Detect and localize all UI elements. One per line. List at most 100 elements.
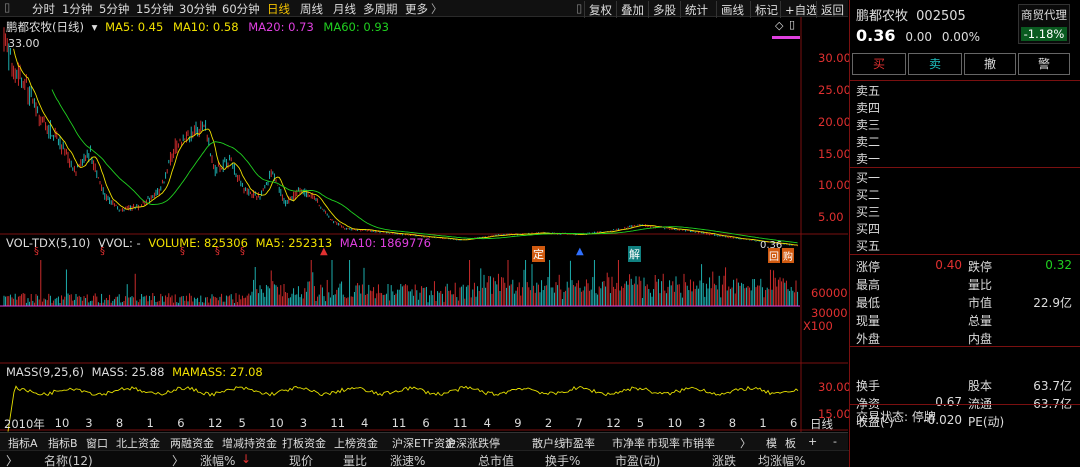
- period-tab[interactable]: 60分钟: [222, 2, 260, 16]
- stat-label: 最低: [856, 296, 881, 310]
- fuquan-button[interactable]: 复权: [584, 1, 616, 18]
- add-favorite-button[interactable]: +自选: [780, 1, 822, 18]
- indicator-tab[interactable]: 市盈率: [562, 437, 595, 450]
- col-change[interactable]: 涨跌: [712, 454, 737, 467]
- ask3[interactable]: 卖三: [856, 118, 881, 132]
- col-mcap[interactable]: 总市值: [478, 454, 515, 467]
- mass-y-tick: 30.00: [818, 380, 851, 394]
- col-avgpct[interactable]: 均涨幅%: [758, 454, 806, 467]
- indicator-tab[interactable]: 市现率: [647, 437, 680, 450]
- divider: [850, 167, 1080, 168]
- toolbar-grip-icon[interactable]: ▯: [4, 0, 11, 14]
- x-tick: 2010年: [4, 417, 45, 431]
- dropdown-icon[interactable]: ▾: [91, 20, 98, 34]
- alert-button[interactable]: 警: [1018, 53, 1070, 75]
- period-tab[interactable]: 5分钟: [99, 2, 130, 16]
- draw-line-button[interactable]: 画线: [716, 1, 748, 18]
- event-marker[interactable]: §: [215, 246, 220, 257]
- period-tab[interactable]: 月线: [333, 2, 356, 16]
- sector-change: -1.18%: [1021, 27, 1067, 41]
- indicator-tab[interactable]: 指标A: [8, 437, 38, 450]
- col-turnover[interactable]: 换手%: [545, 454, 581, 467]
- event-marker[interactable]: §: [180, 246, 185, 257]
- col-price[interactable]: 现价: [289, 454, 314, 467]
- sector-box[interactable]: 商贸代理 -1.18%: [1018, 4, 1070, 44]
- indicator-tab[interactable]: 板: [785, 437, 796, 450]
- dropdown-arrow-icon[interactable]: 〉: [431, 2, 443, 16]
- indicator-tab[interactable]: 窗口: [86, 437, 108, 450]
- indicator-tab[interactable]: 沪深ETF资金: [392, 437, 456, 450]
- sell-button[interactable]: 卖: [908, 53, 962, 75]
- col-pe[interactable]: 市盈(动): [615, 454, 661, 467]
- event-marker-up-icon[interactable]: ▲: [576, 246, 584, 257]
- indicator-tab[interactable]: 两融资金: [170, 437, 214, 450]
- stat-label: PE(动): [968, 415, 1005, 429]
- col-speed[interactable]: 涨速%: [390, 454, 426, 467]
- kline-canvas[interactable]: [0, 17, 848, 432]
- bid5[interactable]: 买五: [856, 239, 881, 253]
- col-arrow-icon[interactable]: 〉: [172, 454, 185, 467]
- period-tab[interactable]: 15分钟: [136, 2, 174, 16]
- bid1[interactable]: 买一: [856, 171, 881, 185]
- indicator-tab[interactable]: 散户线: [532, 437, 565, 450]
- indicator-tab[interactable]: 打板资金: [282, 437, 326, 450]
- indicator-tab[interactable]: 模: [766, 437, 777, 450]
- event-marker-gou[interactable]: 购: [782, 248, 794, 263]
- col-volratio[interactable]: 量比: [343, 454, 368, 467]
- indicator-tab[interactable]: +: [808, 435, 818, 448]
- period-tab[interactable]: 30分钟: [179, 2, 217, 16]
- mark-button[interactable]: 标记: [750, 1, 782, 18]
- cancel-order-button[interactable]: 撤: [964, 53, 1016, 75]
- period-tab-active[interactable]: 日线: [267, 2, 290, 16]
- ask5[interactable]: 卖五: [856, 84, 881, 98]
- col-pct[interactable]: 涨幅%: [200, 454, 236, 467]
- col-arrow-icon[interactable]: 〉: [6, 454, 19, 467]
- price-row: 0.36 0.00 0.00%: [856, 26, 980, 45]
- event-marker-jie[interactable]: 解: [628, 246, 641, 262]
- indicator-tab[interactable]: 沪深涨跌停: [445, 437, 500, 450]
- period-tab[interactable]: 1分钟: [62, 2, 93, 16]
- event-marker-hui[interactable]: 回: [768, 248, 780, 263]
- overlay-button[interactable]: 叠加: [616, 1, 648, 18]
- period-tab[interactable]: 周线: [300, 2, 323, 16]
- volume-header: VOL-TDX(5,10) VVOL: - VOLUME: 825306 MA5…: [6, 236, 431, 250]
- vol-vvol: VVOL: -: [98, 236, 141, 250]
- panel-toggle-icon[interactable]: ▯: [789, 18, 796, 31]
- event-marker-up-icon[interactable]: ▲: [320, 246, 328, 257]
- ask2[interactable]: 卖二: [856, 135, 881, 149]
- indicator-tab[interactable]: -: [833, 435, 837, 448]
- bid4[interactable]: 买四: [856, 222, 881, 236]
- period-tab[interactable]: 分时: [32, 2, 55, 16]
- col-name[interactable]: 名称(12): [44, 454, 93, 467]
- x-tick: 3: [299, 416, 308, 430]
- indicator-tab[interactable]: 〉: [740, 437, 751, 450]
- x-tick: 1: [146, 416, 154, 430]
- event-marker[interactable]: §: [34, 246, 39, 257]
- buy-button[interactable]: 买: [852, 53, 906, 75]
- indicator-tab[interactable]: 市销率: [682, 437, 715, 450]
- multi-stock-button[interactable]: 多股: [648, 1, 680, 18]
- mamass-value: MAMASS: 27.08: [172, 365, 263, 379]
- event-marker-ding[interactable]: 定: [532, 246, 545, 262]
- indicator-tab[interactable]: 指标B: [48, 437, 78, 450]
- ask4[interactable]: 卖四: [856, 101, 881, 115]
- x-axis-period[interactable]: 日线: [810, 417, 833, 431]
- indicator-tab[interactable]: 北上资金: [116, 437, 160, 450]
- period-tab[interactable]: 更多: [405, 2, 428, 16]
- event-marker[interactable]: §: [100, 246, 105, 257]
- indicator-tab[interactable]: 市净率: [612, 437, 645, 450]
- bid3[interactable]: 买三: [856, 205, 881, 219]
- bid2[interactable]: 买二: [856, 188, 881, 202]
- indicator-tab[interactable]: 增减持资金: [222, 437, 277, 450]
- event-marker[interactable]: §: [240, 246, 245, 257]
- stat-label: 换手: [856, 379, 881, 393]
- diamond-icon[interactable]: ◇: [775, 19, 784, 32]
- back-button[interactable]: 返回: [816, 1, 848, 18]
- period-tab[interactable]: 多周期: [363, 2, 398, 16]
- ask1[interactable]: 卖一: [856, 152, 881, 166]
- indicator-tab[interactable]: 上榜资金: [334, 437, 378, 450]
- sort-arrow-icon[interactable]: ↓: [241, 452, 252, 466]
- y-tick: 5.00: [818, 210, 844, 224]
- stats-button[interactable]: 统计: [680, 1, 712, 18]
- x-axis: 2010年 10 3 8 1 6 12 5 10 3 11 4 11 6 11 4 9 2 7 12 5 10 3 8 1 6 日线: [0, 416, 848, 432]
